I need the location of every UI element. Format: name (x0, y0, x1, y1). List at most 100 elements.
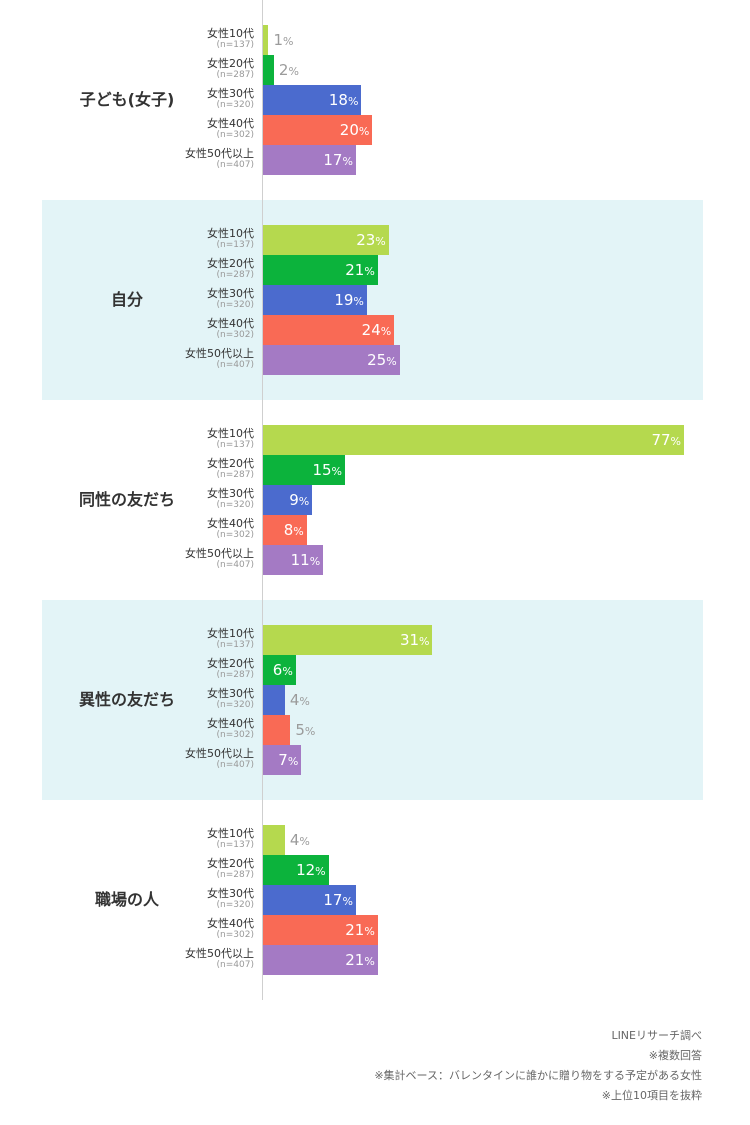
segment-name: 女性10代 (207, 227, 254, 240)
series-label: 女性10代 (n=137) (104, 227, 254, 251)
segment-name: 女性50代以上 (185, 147, 254, 160)
bar (263, 545, 324, 575)
multiple-answer-note: ※複数回答 (648, 1049, 702, 1062)
segment-name: 女性30代 (207, 287, 254, 300)
series-label: 女性40代 (n=302) (104, 517, 254, 541)
sample-size: (n=407) (216, 360, 254, 370)
series-label: 女性50代以上 (n=407) (104, 147, 254, 171)
segment-name: 女性30代 (207, 887, 254, 900)
data-label: 25% (367, 351, 397, 369)
series-label: 女性20代 (n=287) (104, 57, 254, 81)
bar (263, 625, 433, 655)
bar (263, 655, 296, 685)
bar (263, 285, 367, 315)
series-label: 女性10代 (n=137) (104, 828, 254, 851)
bar (263, 915, 378, 945)
bar (263, 515, 307, 545)
data-label: 1% (273, 31, 294, 49)
data-label: 18% (328, 91, 359, 109)
data-label: 17% (323, 891, 353, 909)
bar (263, 685, 285, 715)
series-label: 女性30代 (n=320) (104, 687, 254, 711)
data-label: 15% (312, 461, 342, 479)
series-label: 女性30代 (n=320) (104, 87, 254, 111)
segment-name: 女性20代 (207, 857, 254, 870)
bar (263, 455, 345, 485)
group-label: 同性の友だち (78, 490, 175, 509)
group-label: 職場の人 (94, 890, 159, 909)
data-label: 19% (334, 291, 364, 309)
sample-size: (n=287) (216, 870, 254, 880)
segment-name: 女性30代 (207, 487, 254, 500)
series-label: 女性50代以上 (n=407) (104, 947, 254, 971)
sample-size: (n=320) (216, 900, 254, 910)
sample-size: (n=302) (216, 130, 254, 140)
data-label: 9% (289, 491, 310, 509)
sample-size: (n=287) (216, 270, 254, 280)
segment-name: 女性20代 (207, 57, 254, 70)
bar (263, 425, 684, 455)
bar (263, 945, 378, 975)
segment-name: 女性20代 (207, 457, 254, 470)
sample-size: (n=302) (216, 330, 254, 340)
segment-name: 女性30代 (207, 687, 254, 700)
data-label: 5% (295, 721, 316, 739)
axis-line (262, 0, 263, 1000)
data-label: 8% (283, 521, 304, 539)
bar (263, 255, 378, 285)
bar (263, 855, 329, 885)
sample-size: (n=287) (216, 670, 254, 680)
sample-size: (n=407) (216, 760, 254, 770)
series-label: 女性30代 (n=320) (104, 487, 254, 511)
sample-size: (n=287) (216, 470, 254, 480)
data-label: 4% (289, 831, 310, 849)
bar (263, 345, 400, 375)
bar (263, 315, 395, 345)
data-label: 4% (289, 691, 310, 709)
sample-size: (n=320) (216, 300, 254, 310)
bar (263, 745, 302, 775)
sample-size: (n=302) (216, 930, 254, 940)
data-label: 77% (651, 431, 681, 449)
bar (263, 115, 373, 145)
segment-name: 女性30代 (207, 87, 254, 100)
series-label: 女性10代 (n=137) (104, 627, 254, 651)
series-label: 女性20代 (n=287) (104, 457, 254, 481)
data-label: 12% (296, 861, 326, 879)
bar (263, 55, 274, 85)
series-label: 女性40代 (n=302) (104, 717, 254, 741)
bar (263, 715, 291, 745)
segment-name: 女性50代以上 (185, 347, 254, 360)
sample-size: (n=302) (216, 730, 254, 740)
top-items-note: ※上位10項目を抜粋 (601, 1089, 702, 1102)
series-label: 女性40代 (n=302) (104, 117, 254, 141)
sample-size: (n=407) (216, 560, 254, 570)
segment-name: 女性40代 (207, 517, 254, 530)
bar (263, 485, 313, 515)
series-label: 女性20代 (n=287) (104, 657, 254, 681)
series-label: 女性50代以上 (n=407) (104, 347, 254, 371)
segment-name: 女性20代 (207, 657, 254, 670)
bar (263, 25, 269, 55)
segment-name: 女性40代 (207, 717, 254, 730)
series-label: 女性40代 (n=302) (104, 918, 254, 941)
segment-name: 女性40代 (207, 117, 254, 130)
segment-name: 女性10代 (207, 427, 254, 440)
bar-chart: 子ども(女子) 女性10代 (n=137) 1% 女性20代 (n=287) 2% 女性30代… (42, 0, 703, 1000)
segment-name: 女性10代 (207, 627, 254, 640)
bar (263, 85, 362, 115)
sample-size: (n=320) (216, 100, 254, 110)
segment-name: 女性10代 (207, 27, 254, 40)
series-label: 女性30代 (n=320) (104, 887, 254, 911)
data-label: 23% (356, 231, 386, 249)
data-label: 17% (323, 151, 353, 169)
group-label: 自分 (110, 290, 143, 309)
bar (263, 225, 389, 255)
series-label: 女性20代 (n=287) (104, 857, 254, 881)
footnotes: LINEリサーチ調べ ※複数回答 ※集計ベース：バレンタインに誰かに贈り物をする… (374, 1026, 702, 1106)
segment-name: 女性50代以上 (185, 947, 254, 960)
series-label: 女性10代 (n=137) (104, 27, 254, 51)
segment-name: 女性50代以上 (185, 747, 254, 760)
bar (263, 145, 356, 175)
bar (263, 825, 285, 855)
